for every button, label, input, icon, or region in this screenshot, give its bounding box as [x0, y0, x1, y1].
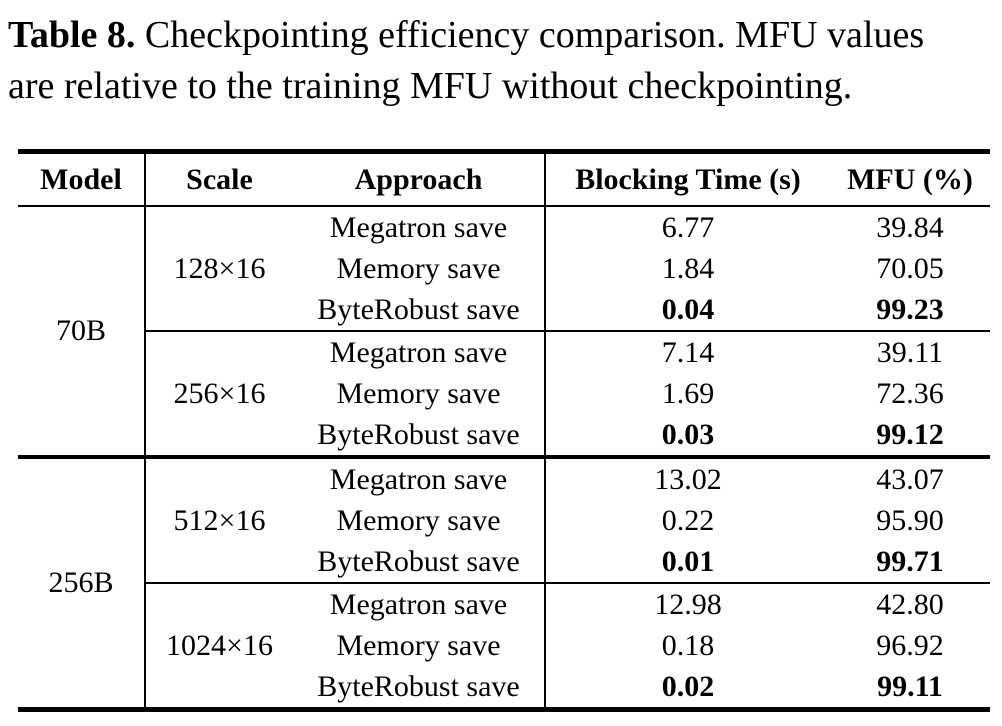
mfu-cell: 70.05 [876, 251, 944, 285]
header-model: Model [18, 151, 146, 207]
mfu-cell: 99.71 [876, 544, 944, 578]
header-mfu: MFU (%) [830, 151, 990, 207]
table-row: 1024×16 Megatron save 12.98 42.80 [18, 582, 990, 710]
mfu-cell: 39.11 [830, 330, 990, 373]
approach-cell: ByteRobust save [293, 666, 546, 710]
caption-label: Table 8. [8, 14, 136, 56]
mfu-cell: 43.07 [830, 455, 990, 500]
header-approach: Approach [293, 151, 546, 207]
mfu-cell: 96.92 [876, 628, 944, 662]
mfu-cell: 72.36 [876, 376, 944, 410]
scale-cell: 1024×16 [145, 582, 293, 710]
scale-cell: 512×16 [145, 455, 293, 583]
blocking-time-cell: 0.04 [661, 292, 715, 326]
blocking-time-cell: 0.22 [661, 503, 715, 537]
blocking-time-cell: 1.84 [661, 251, 715, 285]
table-row: 256B 512×16 Megatron save 13.02 43.07 [18, 455, 990, 710]
table-row: ByteRobust save 0.04 99.23 [18, 289, 990, 331]
table-header: Model Scale Approach Blocking Time (s) M… [18, 151, 990, 207]
table-row: ByteRobust save 0.03 99.12 [18, 414, 990, 457]
approach-cell: Memory save [293, 373, 546, 414]
table-row: 70B 128×16 Megatron save 6.77 39.84 [18, 206, 990, 457]
blocking-time-cell: 13.02 [545, 455, 830, 500]
table-row: 256×16 Megatron save 7.14 39.11 [18, 330, 990, 457]
blocking-time-cell: 0.18 [661, 628, 715, 662]
blocking-time-cell: 0.02 [661, 669, 715, 703]
header-scale: Scale [145, 151, 293, 207]
table-row: ByteRobust save 0.02 99.11 [18, 666, 990, 710]
mfu-cell: 99.11 [877, 669, 943, 703]
caption-text-line2: are relative to the training MFU without… [8, 65, 853, 107]
mfu-cell: 99.12 [876, 417, 944, 451]
table-row: Memory save 1.84 70.05 [18, 248, 990, 289]
caption-line-1: Table 8. Checkpointing efficiency compar… [8, 10, 996, 61]
approach-cell: Memory save [293, 248, 546, 289]
approach-cell: ByteRobust save [293, 414, 546, 457]
blocking-time-cell: 0.01 [661, 544, 715, 578]
table-row: Memory save 0.22 95.90 [18, 500, 990, 541]
table-row: Memory save 1.69 72.36 [18, 373, 990, 414]
mfu-cell: 95.90 [876, 503, 944, 537]
approach-cell: Memory save [293, 500, 546, 541]
table-body: 70B 128×16 Megatron save 6.77 39.84 Memo… [18, 206, 990, 710]
mfu-cell: 99.23 [876, 292, 944, 326]
header-row: Model Scale Approach Blocking Time (s) M… [18, 151, 990, 207]
approach-cell: Megatron save [293, 582, 546, 625]
blocking-time-cell: 0.03 [661, 417, 715, 451]
mfu-cell: 42.80 [830, 582, 990, 625]
model-cell: 256B [18, 455, 146, 710]
scale-cell: 128×16 [173, 251, 266, 285]
approach-cell: ByteRobust save [293, 541, 546, 583]
approach-cell: Megatron save [293, 206, 546, 248]
mfu-cell: 39.84 [876, 210, 944, 244]
approach-cell: Megatron save [293, 455, 546, 500]
scale-cell: 256×16 [145, 330, 293, 457]
approach-cell: Memory save [293, 625, 546, 666]
blocking-time-cell: 7.14 [545, 330, 830, 373]
model-cell: 70B [18, 206, 146, 457]
table-row: ByteRobust save 0.01 99.71 [18, 541, 990, 583]
checkpointing-table: Model Scale Approach Blocking Time (s) M… [18, 149, 990, 712]
header-blocking-time: Blocking Time (s) [545, 151, 830, 207]
approach-cell: Megatron save [293, 330, 546, 373]
blocking-time-cell: 6.77 [661, 210, 715, 244]
table-caption: Table 8. Checkpointing efficiency compar… [8, 10, 996, 112]
blocking-time-cell: 12.98 [545, 582, 830, 625]
blocking-time-cell: 1.69 [661, 376, 715, 410]
approach-cell: ByteRobust save [293, 289, 546, 331]
table-row: Memory save 0.18 96.92 [18, 625, 990, 666]
caption-text-line1: Checkpointing efficiency comparison. MFU… [144, 14, 925, 56]
